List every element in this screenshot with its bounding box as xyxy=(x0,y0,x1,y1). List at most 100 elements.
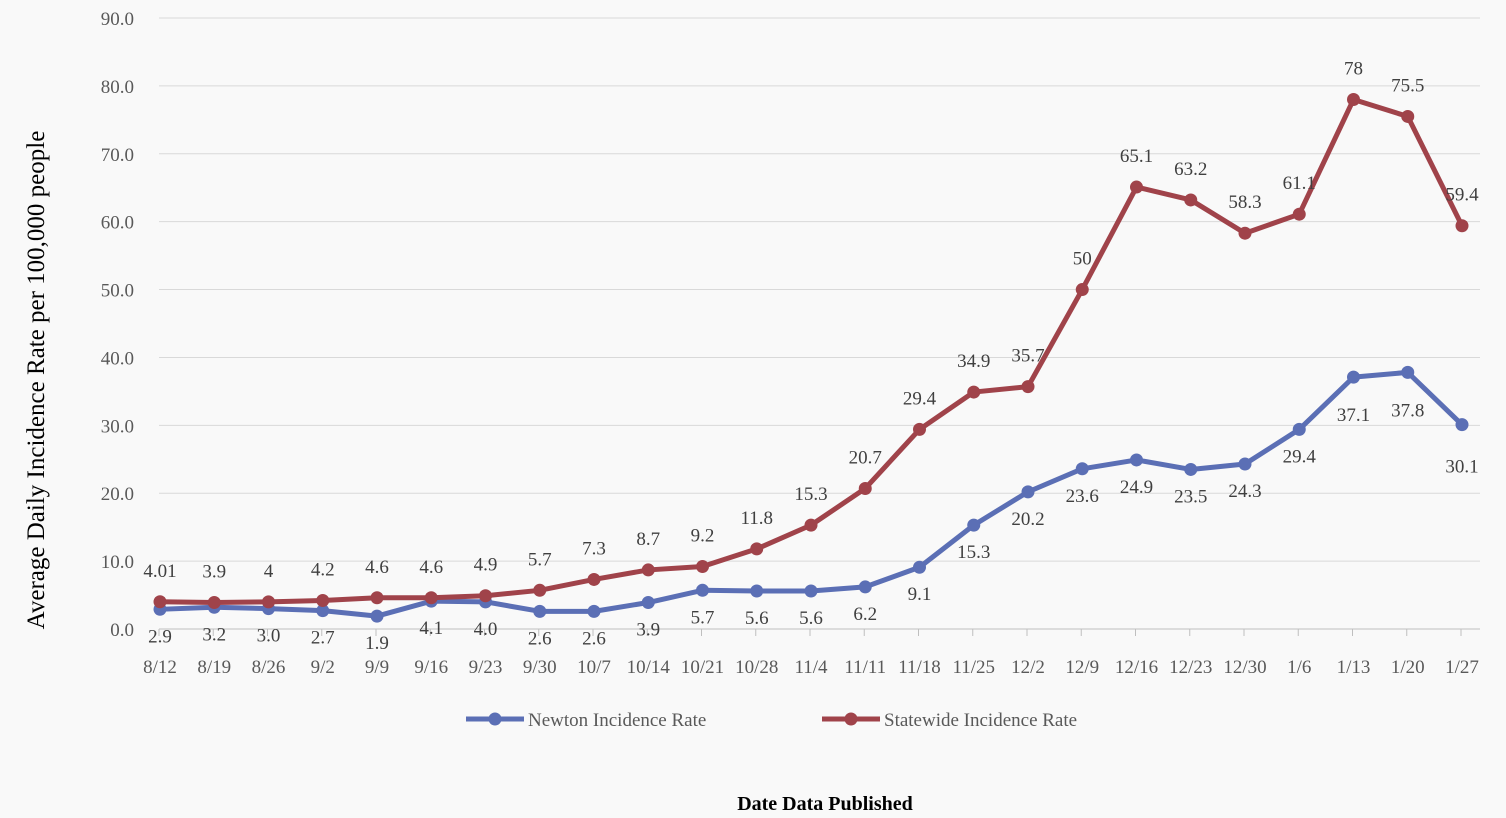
data-point xyxy=(316,593,330,607)
data-label: 78 xyxy=(1344,58,1363,79)
data-point xyxy=(1347,92,1360,106)
data-point xyxy=(424,591,438,605)
data-point xyxy=(1021,380,1035,394)
data-label: 63.2 xyxy=(1174,159,1207,180)
data-label: 7.3 xyxy=(582,538,606,559)
data-point xyxy=(1075,462,1089,476)
x-tick-label: 12/2 xyxy=(1011,657,1045,678)
x-tick-label: 9/30 xyxy=(523,657,557,678)
data-label: 75.5 xyxy=(1391,75,1424,96)
x-tick-label: 1/13 xyxy=(1337,657,1371,678)
data-label: 11.8 xyxy=(740,508,773,529)
data-label: 37.1 xyxy=(1337,405,1370,426)
data-label: 5.7 xyxy=(691,607,715,628)
data-point xyxy=(1401,109,1415,123)
x-tick-label: 11/11 xyxy=(844,657,886,678)
legend: Newton Incidence Rate Statewide Incidence… xyxy=(466,710,1077,731)
data-point xyxy=(1130,453,1143,467)
data-label: 30.1 xyxy=(1445,457,1478,478)
data-label: 4.6 xyxy=(365,557,389,578)
data-point xyxy=(479,589,492,603)
data-point xyxy=(587,604,601,618)
x-tick-label: 12/16 xyxy=(1115,657,1158,678)
data-point xyxy=(696,583,709,597)
x-tick-label: 11/18 xyxy=(898,657,941,678)
y-tick-label: 60.0 xyxy=(101,213,134,234)
data-label: 6.2 xyxy=(853,604,877,625)
data-label: 20.7 xyxy=(849,447,882,468)
data-point xyxy=(858,580,872,594)
data-point xyxy=(1401,365,1415,379)
data-point xyxy=(1238,457,1252,471)
data-point xyxy=(1130,180,1143,194)
data-label: 9.1 xyxy=(908,584,932,605)
data-point xyxy=(967,385,981,399)
x-tick-label: 9/9 xyxy=(365,657,389,678)
data-label: 23.6 xyxy=(1066,486,1099,507)
data-label: 2.9 xyxy=(148,626,172,647)
data-label: 20.2 xyxy=(1011,509,1044,530)
data-label: 24.9 xyxy=(1120,477,1153,498)
data-point xyxy=(1347,370,1360,384)
data-label: 2.6 xyxy=(582,628,606,649)
data-point xyxy=(804,584,818,598)
data-label: 4 xyxy=(264,561,274,582)
data-point xyxy=(153,595,167,609)
data-label: 3.9 xyxy=(636,620,660,641)
data-label: 34.9 xyxy=(957,351,990,372)
data-label: 4.01 xyxy=(143,561,176,582)
data-label: 9.2 xyxy=(691,526,715,547)
data-label: 3.9 xyxy=(202,562,226,583)
legend-label: Statewide Incidence Rate xyxy=(884,710,1077,731)
series-lines xyxy=(153,92,1469,623)
data-point xyxy=(1455,219,1469,233)
data-point xyxy=(1184,462,1198,476)
data-label: 29.4 xyxy=(1283,446,1317,467)
legend-marker xyxy=(844,712,858,726)
x-tick-label: 10/7 xyxy=(577,657,611,678)
data-label: 3.0 xyxy=(257,626,281,647)
data-point xyxy=(967,518,981,532)
x-tick-label: 9/16 xyxy=(414,657,448,678)
data-label: 4.9 xyxy=(474,555,498,576)
x-tick-label: 10/14 xyxy=(627,657,671,678)
y-tick-label: 0.0 xyxy=(110,620,134,641)
y-tick-label: 10.0 xyxy=(101,552,134,573)
x-tick-label: 12/30 xyxy=(1223,657,1266,678)
x-tick-label: 1/20 xyxy=(1391,657,1425,678)
data-label: 4.6 xyxy=(419,557,443,578)
data-label: 4.1 xyxy=(419,618,443,639)
x-axis-title: Date Data Published xyxy=(737,793,913,815)
data-label: 5.6 xyxy=(745,608,769,629)
data-point xyxy=(370,609,384,623)
data-label: 4.0 xyxy=(474,619,498,640)
data-point xyxy=(641,563,655,577)
data-point xyxy=(533,583,547,597)
x-tick-label: 10/28 xyxy=(735,657,778,678)
data-label: 58.3 xyxy=(1228,192,1261,213)
data-point xyxy=(750,542,764,556)
data-label: 2.7 xyxy=(311,628,335,649)
x-tick-label: 12/9 xyxy=(1065,657,1099,678)
data-point xyxy=(1292,207,1306,221)
legend-label: Newton Incidence Rate xyxy=(528,710,706,731)
x-tick-label: 10/21 xyxy=(681,657,724,678)
data-point xyxy=(1075,283,1089,297)
gridlines xyxy=(159,17,1480,562)
data-point xyxy=(1292,422,1306,436)
legend-item: Statewide Incidence Rate xyxy=(822,710,1077,731)
x-tick-label: 9/23 xyxy=(469,657,503,678)
data-point xyxy=(804,518,818,532)
x-axis-ticks: 8/12 8/19 8/26 9/2 9/9 9/16 9/23 9/30 10/7 10/14 1… xyxy=(143,657,1479,678)
data-point xyxy=(1455,418,1469,432)
y-tick-label: 80.0 xyxy=(101,77,134,98)
data-point xyxy=(750,584,764,598)
data-label: 35.7 xyxy=(1011,346,1044,367)
x-tick-label: 8/19 xyxy=(197,657,231,678)
data-labels: 4.01 3.9 4 4.2 4.6 4.6 4.9 5.7 7.3 8.7 9.2 11.8 15.3… xyxy=(143,58,1479,654)
data-label: 1.9 xyxy=(365,633,389,654)
y-tick-label: 50.0 xyxy=(101,281,134,302)
data-point xyxy=(587,572,601,586)
data-label: 50 xyxy=(1073,249,1092,270)
data-label: 15.3 xyxy=(957,542,990,563)
